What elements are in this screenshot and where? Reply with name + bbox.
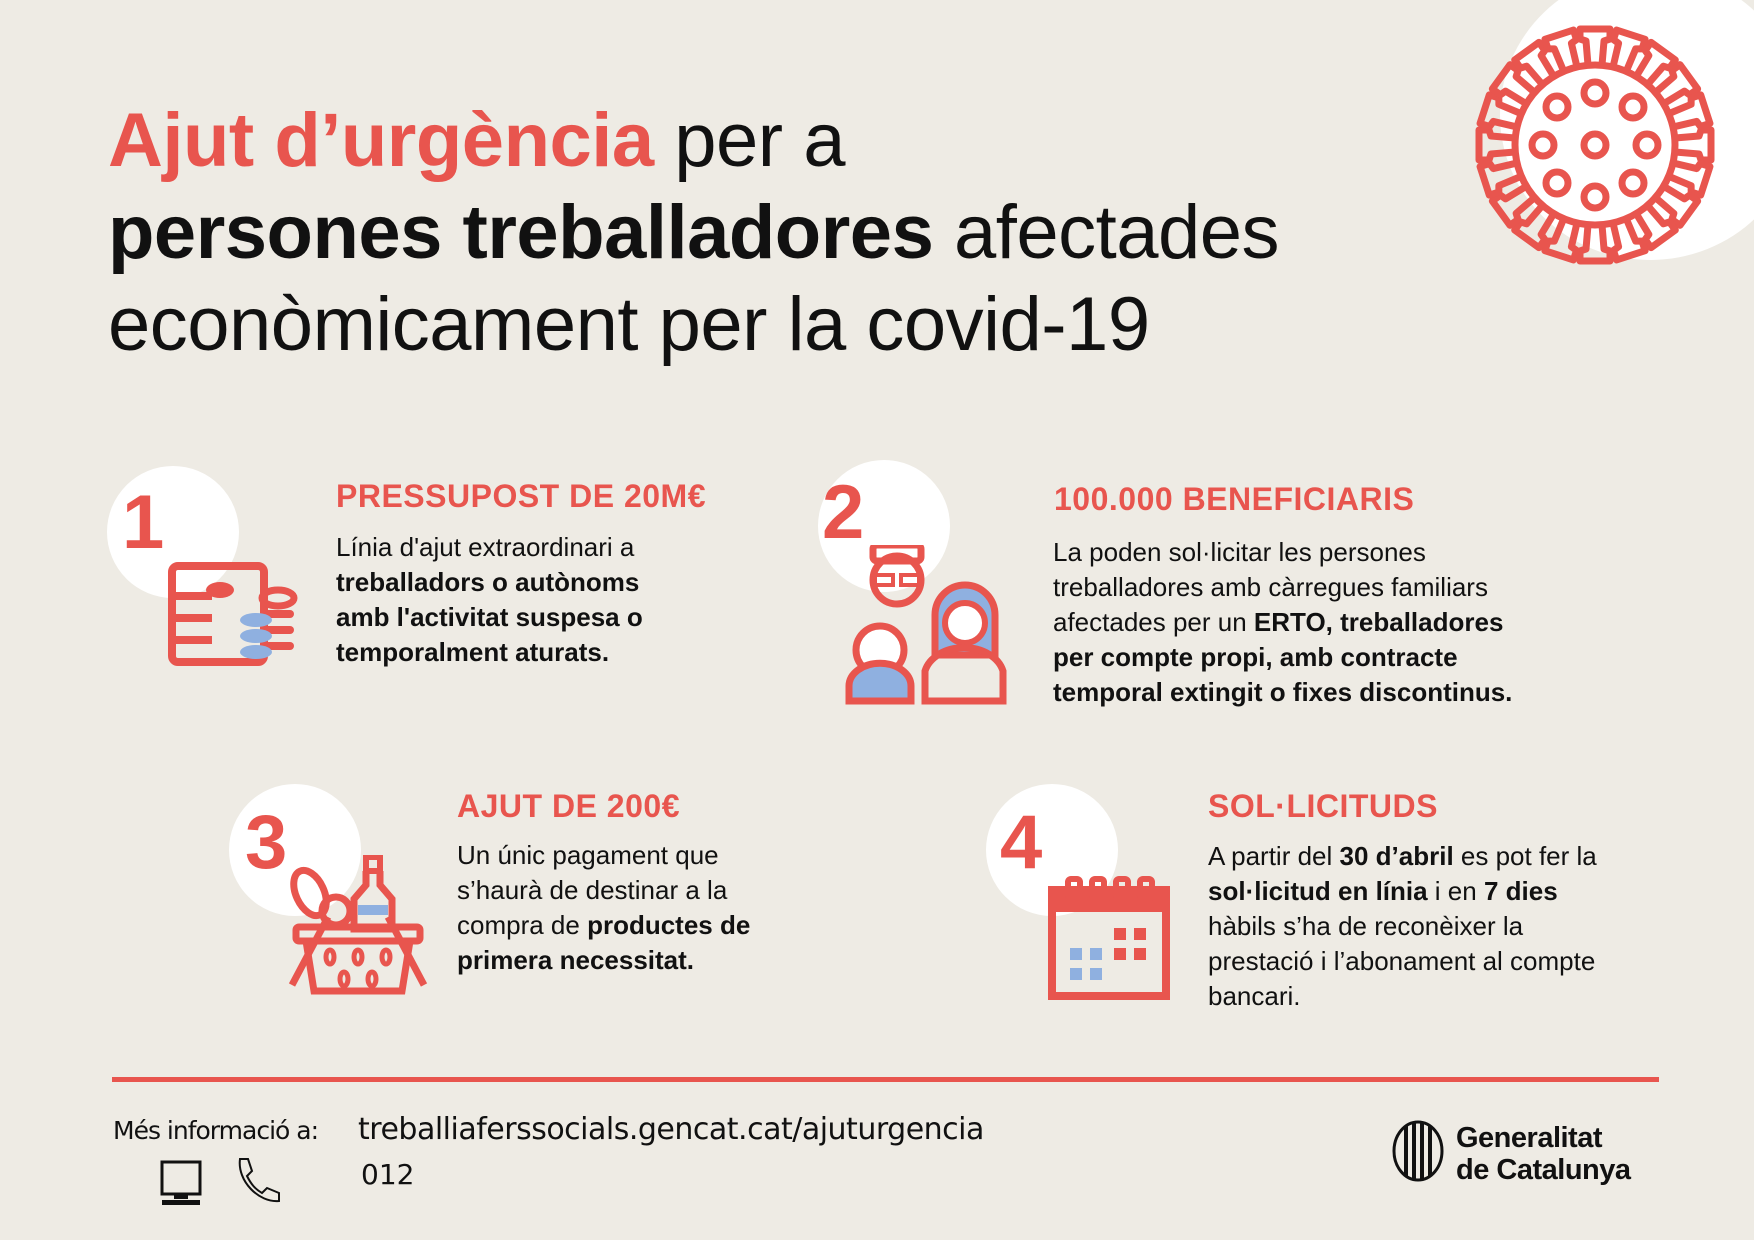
number-circle <box>818 460 950 592</box>
body-line: compra de productes de <box>457 910 751 940</box>
section-heading: PRESSUPOST DE 20M€ <box>336 478 706 514</box>
body-line: per compte propi, amb contracte <box>1053 642 1458 672</box>
divider <box>112 1077 1659 1082</box>
body-line: temporalment aturats. <box>336 637 610 667</box>
section-number: 1 <box>122 480 165 565</box>
section-body: Línia d'ajut extraordinari a treballadors… <box>336 530 643 670</box>
website-link[interactable]: treballiaferssocials.gencat.cat/ajuturge… <box>358 1112 984 1147</box>
generalitat-logo-icon <box>1392 1120 1444 1182</box>
shopping-basket-icon <box>288 855 428 995</box>
body-line: Línia d'ajut extraordinari a <box>336 532 635 562</box>
body-line: s’haurà de destinar a la <box>457 875 728 905</box>
body-line: hàbils s’ha de reconèixer la <box>1208 911 1524 941</box>
family-icon <box>845 545 1007 705</box>
body-line: primera necessitat. <box>457 945 695 975</box>
phone-number[interactable]: 012 <box>361 1158 415 1191</box>
info-label: Més informació a: <box>113 1116 319 1145</box>
section-number: 4 <box>1000 800 1043 885</box>
page-title: Ajut d’urgència per a persones treballad… <box>108 98 1280 367</box>
body-line: treballadores amb càrregues familiars <box>1053 572 1488 602</box>
body-line: prestació i l’abonament al compte <box>1208 946 1596 976</box>
calendar-icon <box>1048 876 1170 1000</box>
section-body: Un únic pagament que s’haurà de destinar … <box>457 838 750 978</box>
body-line: sol·licitud en línia i en 7 dies <box>1208 876 1558 906</box>
section-body: A partir del 30 d’abril es pot fer la sol… <box>1208 839 1597 1014</box>
money-coins-icon <box>168 562 298 666</box>
virus-icon <box>1475 25 1715 265</box>
body-line: amb l'activitat suspesa o <box>336 602 643 632</box>
section-heading: SOL·LICITUDS <box>1208 788 1438 824</box>
section-heading: AJUT DE 200€ <box>457 788 680 824</box>
body-line: La poden sol·licitar les persones <box>1053 537 1426 567</box>
body-line: Un únic pagament que <box>457 840 719 870</box>
section-heading: 100.000 BENEFICIARIS <box>1054 481 1415 517</box>
computer-icon <box>160 1160 202 1205</box>
body-line: temporal extingit o fixes discontinus. <box>1053 677 1513 707</box>
body-line: bancari. <box>1208 981 1301 1011</box>
phone-icon <box>238 1158 280 1203</box>
section-body: La poden sol·licitar les persones treball… <box>1053 535 1512 710</box>
body-line: afectades per un ERTO, treballadores <box>1053 607 1504 637</box>
section-number: 2 <box>822 470 865 555</box>
generalitat-logo-text: Generalitat de Catalunya <box>1456 1122 1631 1186</box>
body-line: A partir del 30 d’abril es pot fer la <box>1208 841 1597 871</box>
body-line: treballadors o autònoms <box>336 567 640 597</box>
section-number: 3 <box>245 800 288 885</box>
